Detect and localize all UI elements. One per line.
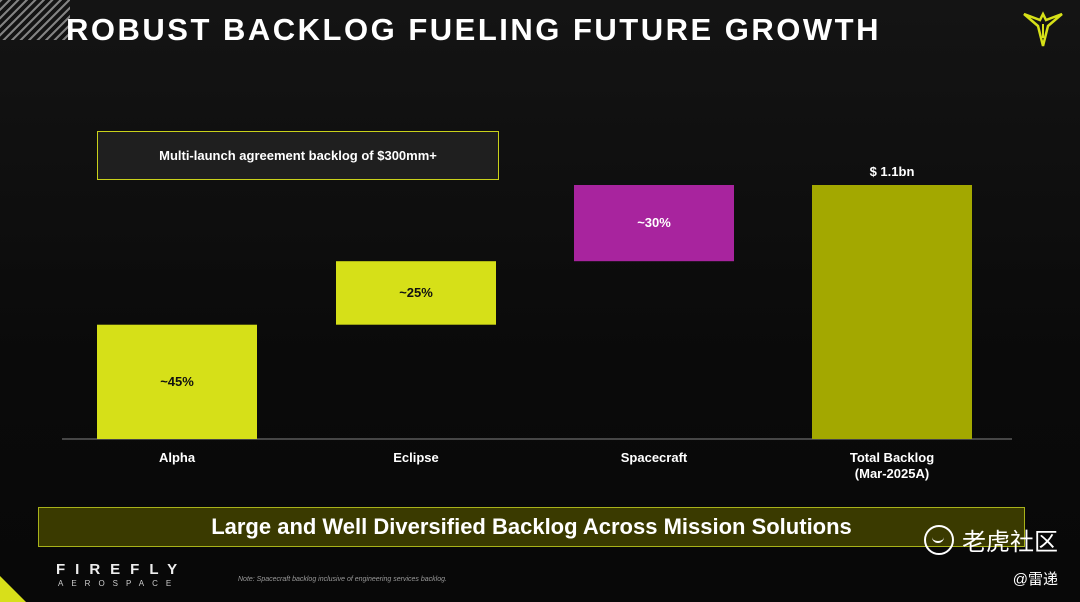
summary-banner: Large and Well Diversified Backlog Acros… bbox=[38, 507, 1025, 547]
page-title: ROBUST BACKLOG FUELING FUTURE GROWTH bbox=[66, 12, 882, 47]
bar-1 bbox=[97, 324, 257, 439]
watermark: 老虎社区 bbox=[924, 522, 1058, 557]
bar-value-label-1: ~45% bbox=[160, 374, 194, 389]
bar-value-label-2: ~25% bbox=[399, 285, 433, 300]
corner-stripes bbox=[0, 0, 70, 40]
backlog-callout: Multi-launch agreement backlog of $300mm… bbox=[97, 131, 499, 180]
bar-3 bbox=[574, 185, 734, 262]
category-label-3: Spacecraft bbox=[620, 450, 688, 465]
category-label-2: Eclipse bbox=[393, 450, 439, 465]
bar-2 bbox=[336, 261, 496, 325]
watermark-logo-icon bbox=[924, 524, 954, 555]
firefly-logo-icon bbox=[1023, 11, 1063, 47]
category-label-1: Alpha bbox=[158, 450, 196, 465]
category-label-4: Total Backlog (Mar-2025A) bbox=[849, 450, 935, 481]
footnote: Note: Spacecraft backlog inclusive of en… bbox=[238, 576, 447, 583]
bar-4 bbox=[812, 185, 972, 439]
brand-subtitle: AEROSPACE bbox=[58, 579, 180, 588]
watermark-text: 老虎社区 bbox=[962, 529, 1058, 556]
watermark-handle: @雷递 bbox=[1012, 571, 1058, 588]
brand-wordmark: FIREFLY bbox=[56, 561, 188, 578]
bar-value-label-3: ~30% bbox=[637, 215, 671, 230]
total-value-label: $ 1.1bn bbox=[869, 164, 915, 179]
corner-accent bbox=[0, 576, 26, 602]
